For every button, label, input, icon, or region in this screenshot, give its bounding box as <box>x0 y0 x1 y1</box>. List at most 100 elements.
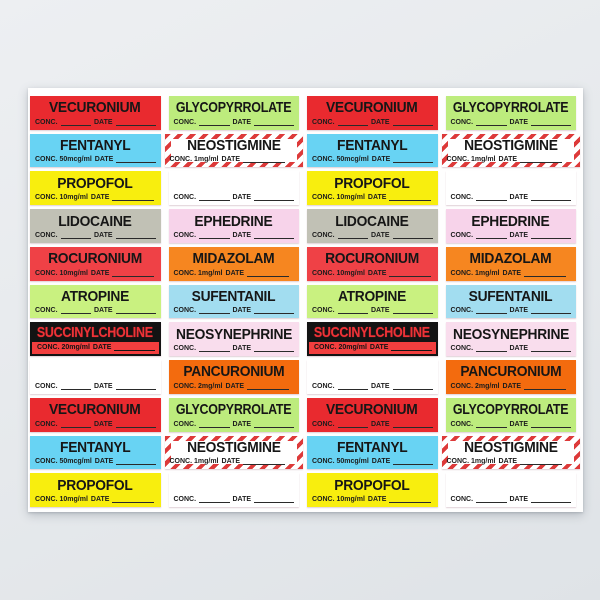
conc-text: CONC. <box>450 345 474 353</box>
conc-date-line: CONC. DATE <box>446 194 577 205</box>
drug-name-text: VECURONIUM <box>49 401 142 419</box>
drug-name-area: PANCURONIUM <box>169 360 300 383</box>
conc-date-line: CONC. DATE <box>446 421 577 432</box>
date-text: DATE <box>94 231 113 239</box>
conc-text: CONC. 20mg/ml <box>37 344 90 352</box>
drug-label-propofol: PROPOFOL CONC. 10mg/ml DATE <box>307 171 438 206</box>
drug-name-area: VECURONIUM <box>30 96 161 119</box>
drug-name-area: PROPOFOL <box>307 473 438 496</box>
conc-text: CONC. 10mg/ml <box>312 269 365 277</box>
date-text: DATE <box>94 118 113 126</box>
conc-text: CONC. <box>312 420 335 428</box>
fill-in-line <box>114 344 155 352</box>
drug-label-fentanyl: FENTANYL CONC. 50mcg/ml DATE <box>30 435 161 470</box>
fill-in-line <box>116 156 156 164</box>
drug-name-text: GLYCOPYRROLATE <box>176 99 292 117</box>
conc-text: CONC. <box>173 420 197 428</box>
drug-label-atropine: ATROPINE CONC. DATE <box>307 284 438 319</box>
blank-label: CONC. DATE <box>445 171 577 206</box>
drug-label-vecuronium: VECURONIUM CONC. DATE <box>30 96 161 130</box>
date-text: DATE <box>502 382 522 390</box>
conc-date-line: CONC. 10mg/ml DATE <box>30 270 161 281</box>
fill-in-line <box>531 232 571 239</box>
conc-text: CONC. 50mcg/ml <box>35 156 92 164</box>
drug-name-text: EPHEDRINE <box>471 212 550 230</box>
drug-label-ephedrine: EPHEDRINE CONC. DATE <box>168 209 300 243</box>
conc-date-line: CONC. DATE <box>307 119 438 130</box>
drug-name-text: GLYCOPYRROLATE <box>176 401 292 419</box>
conc-text: CONC. <box>35 307 58 315</box>
drug-name-area: FENTANYL <box>30 436 161 459</box>
drug-name-area: ROCURONIUM <box>30 247 161 270</box>
fill-in-line <box>531 307 571 315</box>
drug-label-pancuronium: PANCURONIUM CONC. 2mg/ml DATE <box>168 360 300 394</box>
conc-text: CONC. <box>450 194 474 202</box>
conc-text: CONC. <box>450 231 474 239</box>
conc-text: CONC. <box>450 307 474 315</box>
date-text: DATE <box>509 118 529 126</box>
conc-date-line: CONC. DATE <box>169 496 300 507</box>
conc-date-line: CONC. 10mg/ml DATE <box>307 496 438 507</box>
date-text: DATE <box>232 495 252 503</box>
drug-label-ephedrine: EPHEDRINE CONC. DATE <box>445 209 577 243</box>
drug-name-text: ROCURONIUM <box>325 250 420 268</box>
drug-label-glycopyrrolate: GLYCOPYRROLATE CONC. DATE <box>168 397 299 432</box>
drug-name-area: LIDOCAINE <box>307 209 438 232</box>
fill-in-line <box>60 421 91 428</box>
drug-name-area <box>446 473 577 496</box>
conc-date-line: CONC. 1mg/ml DATE <box>442 458 581 469</box>
drug-name-area: LIDOCAINE <box>30 209 161 232</box>
fill-in-line <box>393 458 433 466</box>
conc-text: CONC. <box>35 231 58 239</box>
fill-in-line <box>476 345 507 353</box>
drug-name-area: EPHEDRINE <box>169 209 300 232</box>
date-text: DATE <box>367 495 387 503</box>
conc-text: CONC. 10mg/ml <box>35 269 88 277</box>
conc-date-line: CONC. DATE <box>307 232 438 243</box>
drug-name-text: LIDOCAINE <box>58 212 133 230</box>
date-text: DATE <box>509 307 529 315</box>
drug-name-text: NEOSYNEPHRINE <box>452 325 569 343</box>
conc-text: CONC. 1mg/ml <box>169 458 219 466</box>
drug-name-area: EPHEDRINE <box>446 209 577 232</box>
drug-label-fentanyl: FENTANYL CONC. 50mcg/ml DATE <box>307 133 438 168</box>
fill-in-line <box>60 232 91 239</box>
drug-name-area: VECURONIUM <box>307 398 438 421</box>
conc-date-line: CONC. DATE <box>446 232 577 243</box>
fill-in-line <box>247 383 290 390</box>
fill-in-line <box>112 496 155 503</box>
conc-date-line: CONC. 2mg/ml DATE <box>446 383 577 394</box>
fill-in-line <box>393 156 433 164</box>
conc-text: CONC. <box>173 495 197 503</box>
fill-in-line <box>531 421 571 428</box>
conc-text: CONC. 1mg/ml <box>446 458 496 466</box>
conc-text: CONC. 10mg/ml <box>35 194 88 202</box>
date-text: DATE <box>92 344 112 352</box>
conc-text: CONC. <box>312 307 335 315</box>
conc-date-line: CONC. 50mcg/ml DATE <box>30 458 161 469</box>
drug-name-area: NEOSTIGMINE <box>442 436 581 459</box>
drug-name-area: ROCURONIUM <box>307 247 438 270</box>
date-text: DATE <box>232 345 252 353</box>
drug-name-area: FENTANYL <box>307 436 438 459</box>
drug-name-text: PROPOFOL <box>57 476 134 494</box>
conc-date-line: CONC. DATE <box>169 119 300 130</box>
drug-name-area: NEOSTIGMINE <box>165 436 304 459</box>
conc-date-line: CONC. DATE <box>446 345 577 356</box>
drug-label-succinylcholine: SUCCINYLCHOLINE CONC. 20mg/ml DATE <box>307 322 438 357</box>
conc-text: CONC. 10mg/ml <box>312 194 365 202</box>
drug-name-area: PROPOFOL <box>307 171 438 194</box>
conc-date-line: CONC. DATE <box>30 232 161 243</box>
conc-date-line: CONC. 20mg/ml DATE <box>309 342 436 355</box>
conc-date-line: CONC. 1mg/ml DATE <box>442 156 581 167</box>
conc-date-line: CONC. 50mcg/ml DATE <box>307 156 438 167</box>
conc-text: CONC. 50mcg/ml <box>35 458 92 466</box>
conc-date-line: CONC. 10mg/ml DATE <box>30 194 161 205</box>
date-text: DATE <box>498 458 518 466</box>
conc-text: CONC. <box>450 420 474 428</box>
fill-in-line <box>199 119 230 126</box>
date-text: DATE <box>509 231 529 239</box>
drug-label-neosynephrine: NEOSYNEPHRINE CONC. DATE <box>445 322 577 357</box>
conc-text: CONC. <box>312 382 335 390</box>
